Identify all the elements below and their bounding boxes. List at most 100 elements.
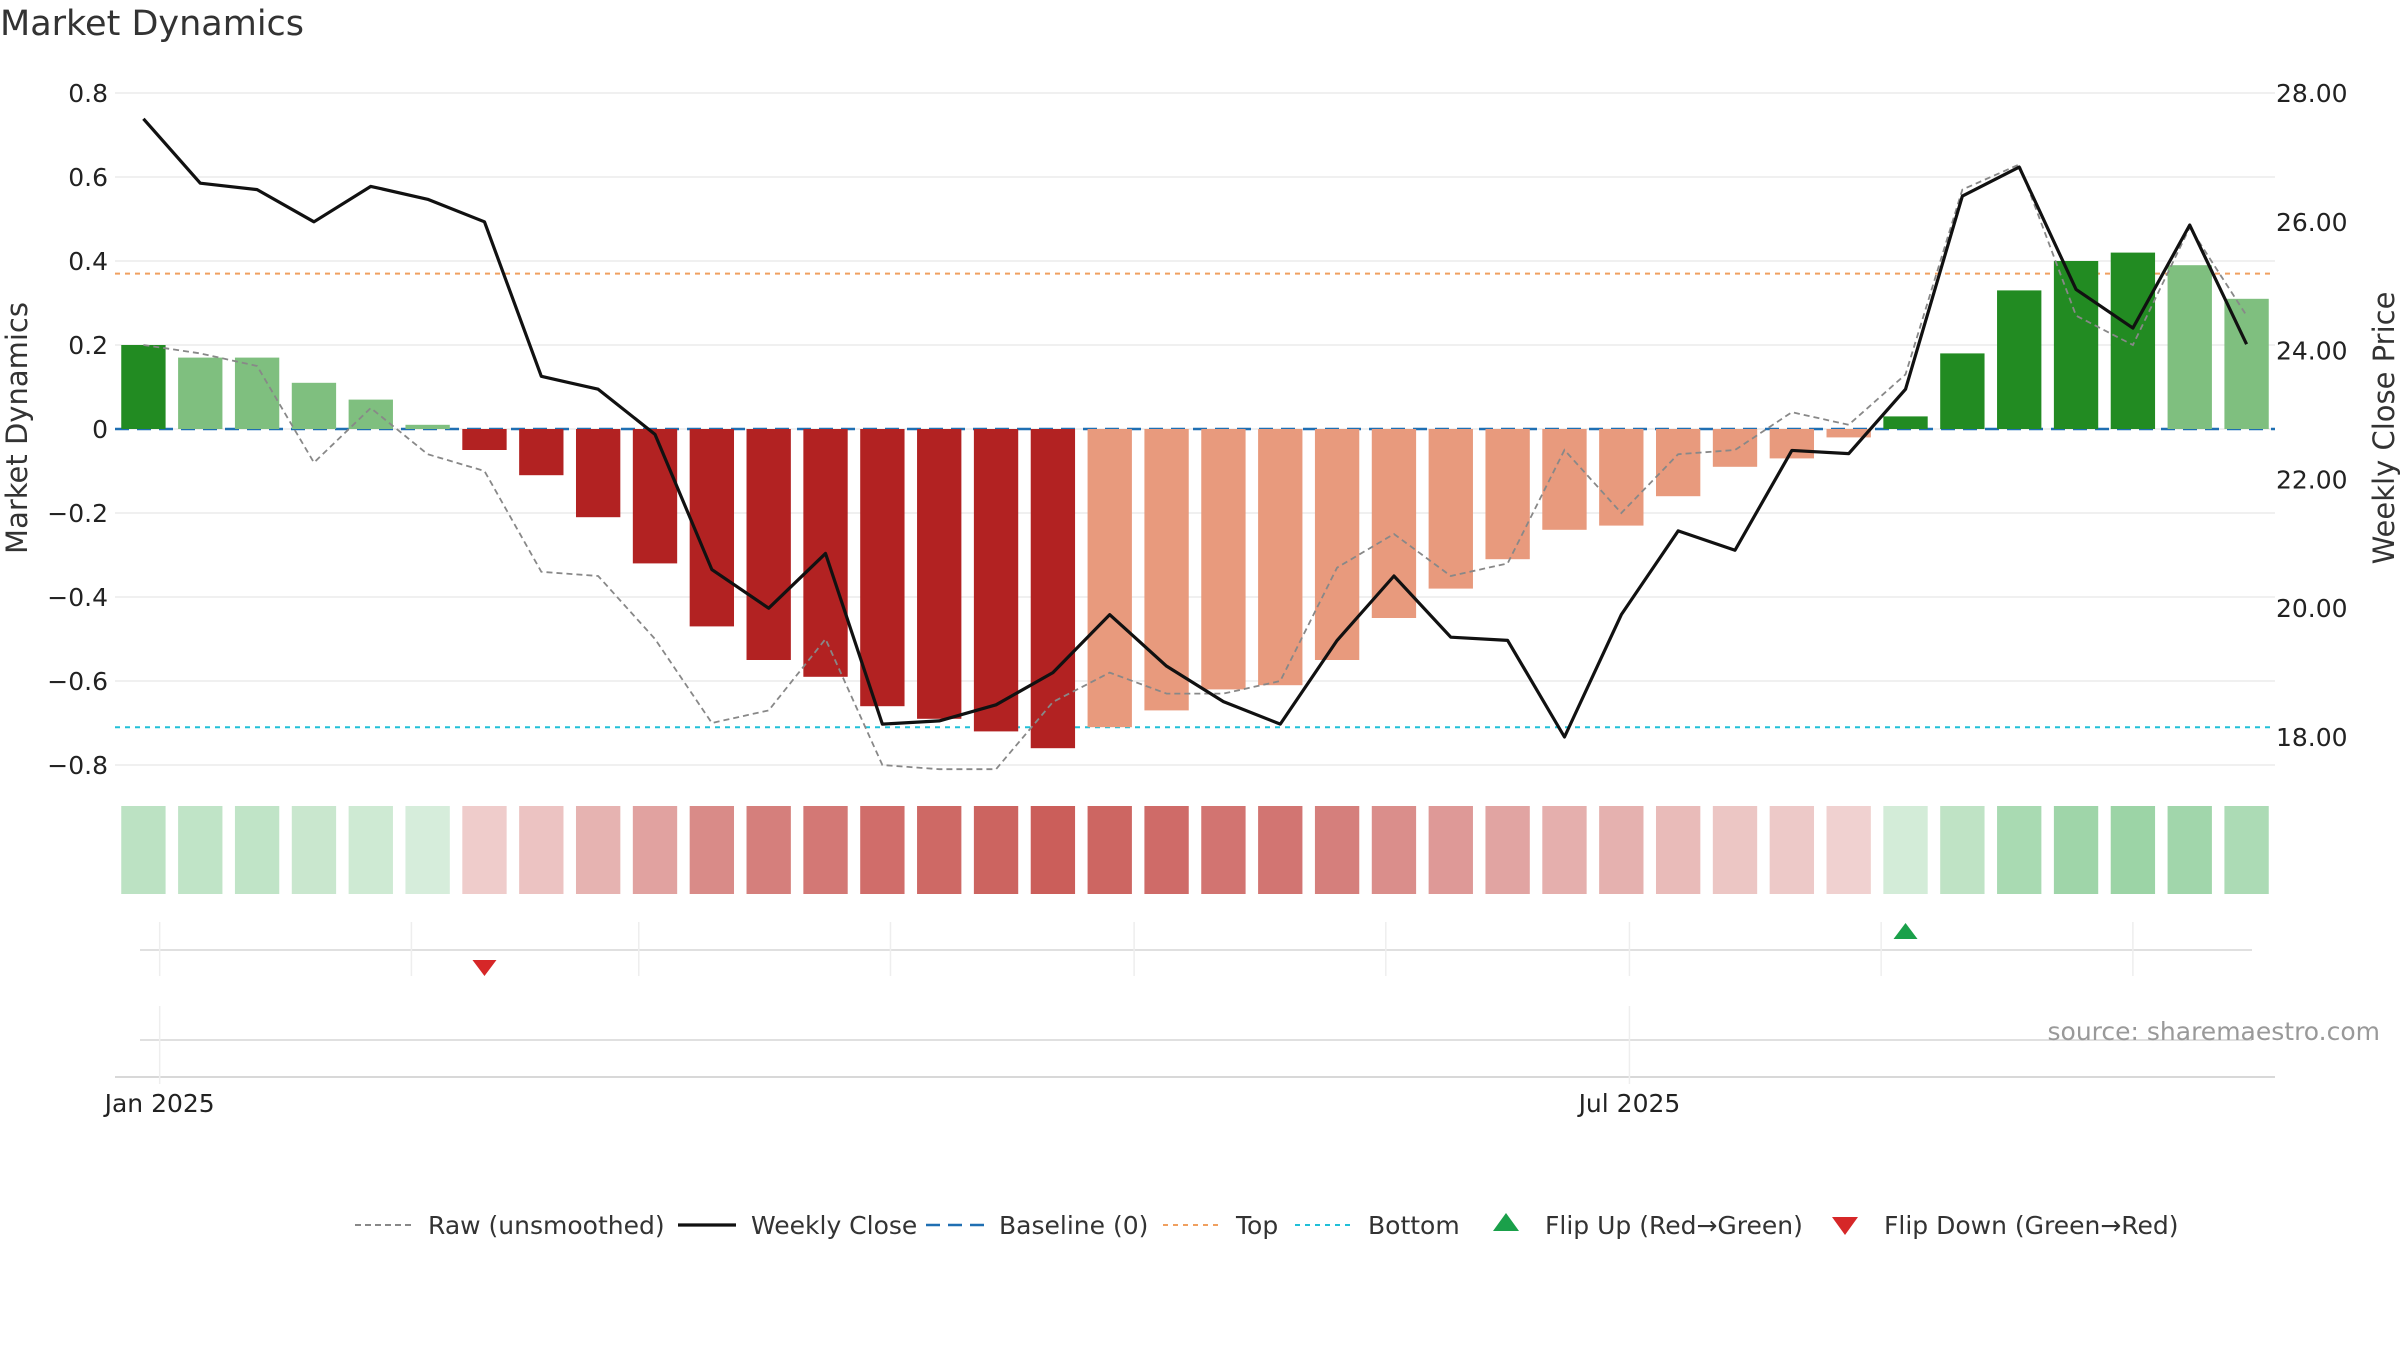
heat-cell bbox=[291, 806, 337, 894]
bar bbox=[234, 357, 280, 429]
heat-cell bbox=[1030, 806, 1076, 894]
heat-cell bbox=[1314, 806, 1360, 894]
bar bbox=[1655, 429, 1701, 497]
heat-cell bbox=[1655, 806, 1701, 894]
bar bbox=[917, 429, 962, 719]
heat-cell bbox=[1826, 806, 1871, 894]
heat-cell bbox=[1201, 806, 1246, 894]
left-tick-label: −0.2 bbox=[47, 499, 108, 528]
heat-cell bbox=[1371, 806, 1417, 894]
left-tick-label: −0.6 bbox=[47, 667, 108, 696]
heat-strip bbox=[121, 806, 2269, 894]
heat-cell bbox=[348, 806, 393, 894]
left-tick-label: −0.4 bbox=[47, 583, 108, 612]
left-tick-label: 0 bbox=[92, 415, 108, 444]
heat-cell bbox=[1997, 806, 2042, 894]
bar bbox=[1712, 429, 1758, 467]
heat-cell bbox=[1144, 806, 1189, 894]
left-axis-title: Market Dynamics bbox=[0, 302, 34, 554]
heat-cell bbox=[2110, 806, 2156, 894]
heat-cell bbox=[1940, 806, 1985, 894]
legend: Raw (unsmoothed) Weekly Close Baseline (0)… bbox=[355, 1211, 2179, 1240]
bar bbox=[1997, 290, 2042, 429]
heat-cell bbox=[2224, 806, 2269, 894]
right-tick-label: 24.00 bbox=[2276, 337, 2348, 366]
heat-cell bbox=[1883, 806, 1928, 894]
left-tick-label: −0.8 bbox=[47, 751, 108, 780]
bar bbox=[2167, 265, 2212, 429]
bar bbox=[1428, 429, 1473, 589]
source-label: source: sharemaestro.com bbox=[2048, 1017, 2381, 1046]
legend-label: Baseline (0) bbox=[999, 1211, 1148, 1240]
left-tick-label: 0.6 bbox=[68, 163, 108, 192]
flip-down-marker bbox=[472, 960, 497, 976]
bar bbox=[575, 429, 621, 518]
left-tick-label: 0.2 bbox=[68, 331, 108, 360]
bar bbox=[632, 429, 678, 564]
legend-label: Bottom bbox=[1368, 1211, 1460, 1240]
right-tick-label: 28.00 bbox=[2276, 79, 2348, 108]
heat-cell bbox=[1258, 806, 1303, 894]
heat-cell bbox=[462, 806, 507, 894]
heat-cell bbox=[1542, 806, 1587, 894]
heat-cell bbox=[2167, 806, 2212, 894]
reference-lines bbox=[115, 272, 2275, 729]
bar bbox=[973, 429, 1019, 732]
bar bbox=[462, 429, 507, 450]
bars bbox=[121, 252, 2269, 749]
bar bbox=[1314, 429, 1360, 660]
heat-cell bbox=[1769, 806, 1815, 894]
bar bbox=[348, 399, 393, 429]
heat-cell bbox=[746, 806, 791, 894]
bar bbox=[1144, 429, 1189, 711]
bar bbox=[1087, 429, 1132, 728]
bar bbox=[1371, 429, 1417, 618]
right-tick-label: 26.00 bbox=[2276, 208, 2348, 237]
heat-cell bbox=[917, 806, 962, 894]
heat-cell bbox=[234, 806, 280, 894]
x-tick-label: Jan 2025 bbox=[103, 1089, 215, 1118]
heat-cell bbox=[121, 806, 166, 894]
bar bbox=[121, 345, 166, 429]
chart-title: Market Dynamics bbox=[0, 4, 305, 44]
legend-swatch-flip-up bbox=[1493, 1213, 1519, 1231]
heat-cell bbox=[1599, 806, 1644, 894]
bar bbox=[1826, 429, 1871, 438]
heat-cell bbox=[178, 806, 223, 894]
bar bbox=[178, 357, 223, 429]
gridlines bbox=[115, 92, 2275, 766]
bar bbox=[519, 429, 564, 476]
legend-label: Weekly Close bbox=[751, 1211, 917, 1240]
lines bbox=[142, 117, 2249, 771]
bar bbox=[291, 382, 337, 429]
heat-cell bbox=[803, 806, 848, 894]
bar bbox=[1769, 429, 1815, 459]
bar bbox=[2110, 252, 2156, 429]
bar bbox=[746, 429, 791, 660]
bar bbox=[1599, 429, 1644, 526]
bar bbox=[1201, 429, 1246, 690]
bar bbox=[2224, 298, 2269, 429]
right-tick-label: 22.00 bbox=[2276, 465, 2348, 494]
right-tick-label: 20.00 bbox=[2276, 594, 2348, 623]
heat-cell bbox=[2053, 806, 2099, 894]
heat-cell bbox=[1712, 806, 1758, 894]
legend-label: Flip Down (Green→Red) bbox=[1884, 1211, 2179, 1240]
heat-cell bbox=[1087, 806, 1132, 894]
bar bbox=[1940, 353, 1985, 429]
heat-cell bbox=[575, 806, 621, 894]
x-tick-label: Jul 2025 bbox=[1577, 1089, 1681, 1118]
left-tick-label: 0.4 bbox=[68, 247, 108, 276]
raw-series-line bbox=[143, 163, 2248, 771]
bar bbox=[689, 429, 735, 627]
heat-cell bbox=[689, 806, 735, 894]
heat-cell bbox=[632, 806, 678, 894]
legend-label: Raw (unsmoothed) bbox=[428, 1211, 665, 1240]
heat-cell bbox=[405, 806, 450, 894]
bar bbox=[1883, 416, 1928, 429]
flip-up-marker bbox=[1893, 923, 1918, 939]
left-tick-label: 0.8 bbox=[68, 79, 108, 108]
bar bbox=[1485, 429, 1530, 560]
heat-cell bbox=[519, 806, 564, 894]
